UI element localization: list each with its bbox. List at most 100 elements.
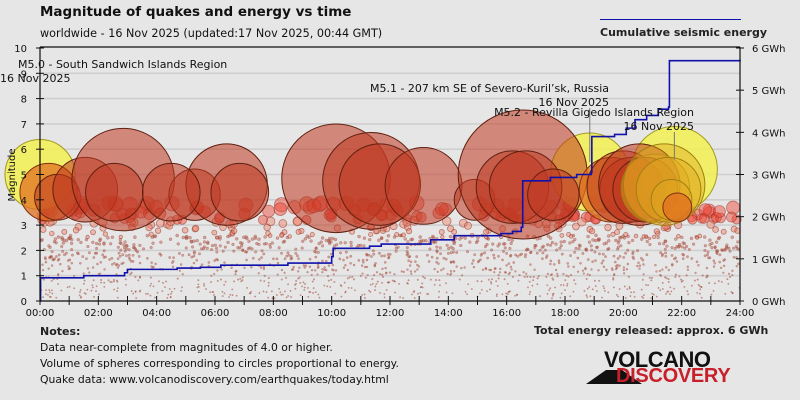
quake-point-small bbox=[263, 280, 266, 283]
quake-point-small bbox=[113, 288, 116, 291]
quake-point-small bbox=[64, 239, 68, 243]
quake-point-small bbox=[213, 259, 216, 262]
quake-point-small bbox=[57, 253, 61, 257]
quake-point-small bbox=[406, 268, 409, 271]
quake-point-small bbox=[110, 257, 114, 260]
note-line[interactable]: Quake data: www.volcanodiscovery.com/ear… bbox=[40, 373, 389, 386]
quake-point-small bbox=[83, 282, 85, 285]
quake-point-small bbox=[158, 280, 160, 283]
quake-point-small bbox=[606, 234, 611, 238]
quake-point-small bbox=[584, 247, 588, 251]
x-tick-label: 20:00 bbox=[609, 308, 638, 319]
quake-point-small bbox=[371, 278, 374, 281]
quake-point-small bbox=[298, 266, 301, 269]
quake-point-small bbox=[205, 246, 209, 250]
legend-energy-label: Cumulative seismic energy bbox=[600, 26, 768, 39]
quake-point-small bbox=[647, 284, 650, 287]
quake-point-small bbox=[309, 239, 313, 243]
quake-point-small bbox=[708, 238, 712, 242]
quake-point-small bbox=[297, 270, 300, 273]
quake-point-small bbox=[177, 252, 181, 255]
quake-point-small bbox=[137, 279, 140, 282]
quake-point-small bbox=[248, 292, 251, 295]
quake-point-small bbox=[577, 247, 581, 251]
quake-point-small bbox=[501, 258, 504, 262]
quake-point-small bbox=[458, 278, 461, 281]
quake-point-small bbox=[435, 249, 439, 253]
quake-point-small bbox=[706, 253, 709, 257]
quake-point-small bbox=[586, 296, 589, 299]
quake-point-small bbox=[352, 263, 356, 267]
quake-point-small bbox=[250, 291, 252, 293]
quake-point-medium bbox=[118, 234, 123, 240]
quake-point-small bbox=[367, 253, 371, 257]
quake-point-small bbox=[591, 288, 594, 291]
quake-point-small bbox=[566, 282, 569, 285]
quake-point-small bbox=[152, 285, 155, 288]
quake-point-small bbox=[650, 297, 653, 300]
quake-point-small bbox=[110, 235, 115, 240]
volcano-discovery-logo[interactable]: VOLCANO DISCOVERY bbox=[586, 347, 756, 389]
quake-point-small bbox=[324, 238, 329, 243]
quake-point-medium bbox=[730, 225, 738, 233]
quake-point-small bbox=[171, 261, 174, 264]
quake-point-small bbox=[42, 278, 45, 281]
quake-point-small bbox=[259, 279, 262, 282]
quake-point-small bbox=[351, 275, 354, 278]
quake-point-small bbox=[697, 283, 700, 286]
quake-point-small bbox=[446, 272, 449, 276]
quake-point-medium bbox=[215, 235, 220, 240]
quake-point-small bbox=[516, 294, 518, 296]
quake-point-small bbox=[642, 297, 645, 299]
quake-point-small bbox=[663, 239, 667, 243]
quake-point-small bbox=[543, 248, 547, 252]
quake-point-small bbox=[659, 289, 662, 292]
quake-point-small bbox=[537, 275, 540, 278]
quake-point-medium bbox=[463, 221, 472, 230]
quake-point-small bbox=[184, 236, 189, 241]
quake-point-medium bbox=[278, 219, 288, 228]
quake-point-small bbox=[145, 233, 150, 238]
quake-point-small bbox=[123, 240, 127, 244]
quake-point-small bbox=[589, 295, 592, 298]
quake-point-small bbox=[737, 262, 740, 266]
quake-point-small bbox=[607, 291, 610, 294]
quake-point-small bbox=[694, 271, 697, 274]
annotation-date: 16 Nov 2025 bbox=[624, 120, 694, 133]
quake-point-small bbox=[567, 275, 570, 278]
quake-point-small bbox=[641, 295, 643, 298]
quake-point-small bbox=[116, 296, 119, 299]
quake-point-small bbox=[719, 266, 723, 270]
quake-point-small bbox=[669, 293, 671, 295]
quake-point-small bbox=[723, 247, 727, 251]
quake-point-small bbox=[476, 280, 479, 283]
quake-point-small bbox=[48, 295, 51, 298]
quake-point-small bbox=[586, 287, 589, 290]
quake-point-small bbox=[132, 246, 137, 250]
quake-point-small bbox=[246, 286, 248, 289]
x-tick-label: 16:00 bbox=[492, 308, 521, 319]
quake-point-small bbox=[231, 294, 234, 297]
quake-point-small bbox=[606, 247, 610, 251]
quake-point-small bbox=[546, 234, 551, 238]
quake-point-small bbox=[116, 266, 120, 269]
quake-point-medium bbox=[604, 223, 612, 232]
quake-point-small bbox=[411, 293, 413, 296]
quake-point-small bbox=[138, 261, 142, 265]
quake-point-small bbox=[362, 244, 366, 248]
quake-point-small bbox=[344, 263, 347, 267]
quake-point-small bbox=[103, 285, 106, 288]
x-tick-label: 18:00 bbox=[551, 308, 580, 319]
quake-point-small bbox=[151, 241, 155, 245]
quake-point-small bbox=[101, 253, 105, 257]
quake-point-small bbox=[525, 247, 529, 251]
quake-point-small bbox=[376, 280, 379, 283]
quake-point-small bbox=[726, 278, 729, 281]
quake-point-small bbox=[713, 246, 717, 250]
quake-point-small bbox=[84, 292, 87, 295]
quake-point-small bbox=[360, 264, 364, 267]
quake-point-small bbox=[317, 293, 320, 296]
quake-point-small bbox=[359, 243, 363, 247]
quake-point-small bbox=[616, 257, 620, 260]
quake-point-small bbox=[415, 255, 419, 259]
